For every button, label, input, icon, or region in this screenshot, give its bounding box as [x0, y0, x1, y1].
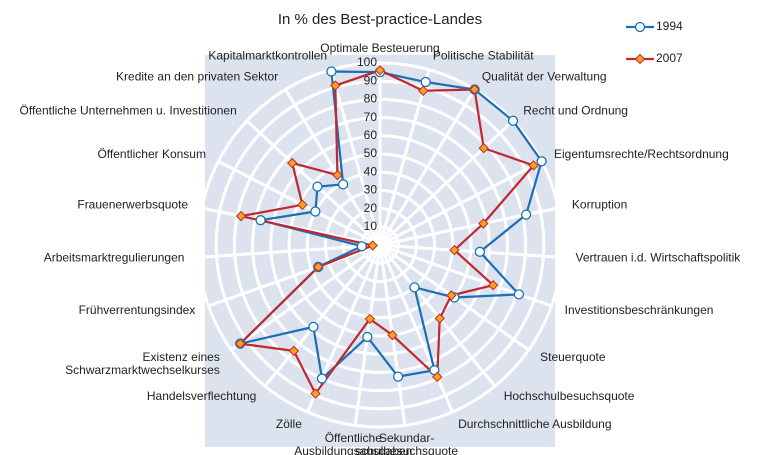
- category-label: Frühverrentungsindex: [79, 303, 196, 317]
- marker: [330, 80, 341, 91]
- spoke: [379, 243, 562, 259]
- marker: [310, 388, 321, 399]
- category-label: Qualität der Verwaltung: [482, 70, 607, 84]
- marker: [326, 66, 337, 77]
- marker: [469, 84, 480, 95]
- category-label: Handelsverflechtung: [147, 389, 256, 403]
- legend-marker: [634, 21, 646, 33]
- marker: [364, 313, 376, 325]
- marker: [356, 241, 367, 252]
- marker: [374, 65, 386, 76]
- legend-label: 1994: [656, 19, 683, 33]
- spoke: [284, 88, 382, 246]
- r-tick-label: 70: [364, 110, 378, 124]
- legend-marker: [634, 53, 646, 65]
- r-tick-label: 40: [364, 164, 378, 178]
- category-label: Frauenerwerbsquote: [77, 197, 188, 211]
- category-label: Durchschnittliche Ausbildung: [458, 417, 611, 431]
- category-label: Vertrauen i.d. Wirtschaftspolitik: [576, 251, 742, 265]
- r-tick-label: 30: [364, 183, 378, 197]
- marker: [313, 261, 324, 273]
- r-tick-label: 10: [364, 219, 378, 233]
- r-tick-label: 80: [364, 92, 378, 106]
- marker: [308, 321, 319, 333]
- legend-label: 2007: [656, 51, 683, 65]
- category-label: Arbeitsmarktregulierungen: [44, 251, 185, 265]
- marker: [487, 280, 499, 291]
- marker: [418, 85, 429, 96]
- category-label: Hochschulbesuchsquote: [504, 389, 635, 403]
- category-label: Öffentliche Unternehmen u. Investitionen: [20, 103, 237, 117]
- category-label: Kapitalmarktkontrollen: [208, 48, 327, 62]
- marker: [536, 156, 547, 167]
- marker: [528, 160, 539, 171]
- spoke: [378, 69, 431, 246]
- r-tick-label: 60: [364, 128, 378, 142]
- marker: [449, 244, 460, 256]
- marker: [474, 246, 486, 257]
- marker: [392, 371, 404, 382]
- marker: [520, 209, 532, 220]
- marker: [434, 313, 445, 324]
- category-label: Recht und Ordnung: [523, 103, 628, 117]
- marker: [337, 179, 349, 190]
- category-label: Öffentliche Ausbildungsausgaben: [294, 431, 412, 455]
- category-label: Sekundar-schulbesuchsquote: [355, 431, 458, 455]
- marker: [316, 373, 328, 384]
- marker: [507, 115, 519, 126]
- category-label: Steuerquote: [540, 350, 606, 364]
- category-label: Kredite an den privaten Sektor: [116, 70, 278, 84]
- marker: [287, 157, 298, 169]
- spoke: [245, 119, 382, 247]
- r-tick-label: 100: [357, 55, 377, 69]
- spoke: [378, 119, 515, 247]
- spoke: [378, 88, 476, 246]
- marker: [432, 371, 443, 383]
- spoke: [198, 243, 381, 259]
- series-line: [237, 69, 536, 396]
- marker: [332, 169, 343, 181]
- r-tick-label: 90: [364, 73, 378, 87]
- marker: [409, 282, 420, 293]
- chart-title: In % des Best-practice-Landes: [278, 11, 482, 28]
- r-tick-label: 20: [364, 201, 378, 215]
- category-label: Zölle: [276, 417, 302, 431]
- marker: [312, 181, 323, 192]
- spoke: [378, 244, 454, 413]
- category-label: Eigentumsrechte/Rechtsordnung: [554, 147, 729, 161]
- marker: [478, 142, 489, 154]
- marker: [288, 345, 300, 357]
- marker: [478, 218, 489, 229]
- spoke: [230, 243, 381, 352]
- marker: [255, 215, 266, 226]
- marker: [387, 329, 398, 341]
- category-label: Korruption: [572, 197, 627, 211]
- category-label: Optimale Besteuerung: [320, 41, 439, 55]
- category-label: Investitionsbeschränkungen: [565, 303, 714, 317]
- category-label: Politische Stabilität: [433, 48, 534, 62]
- spoke: [263, 244, 382, 388]
- marker: [235, 338, 246, 349]
- spoke: [208, 243, 381, 308]
- marker: [310, 206, 321, 217]
- marker: [513, 289, 525, 300]
- spoke: [329, 69, 382, 246]
- marker: [362, 331, 373, 343]
- r-tick-label: 50: [364, 146, 378, 160]
- spoke: [306, 244, 382, 413]
- marker: [367, 240, 378, 251]
- marker: [235, 210, 247, 222]
- category-label: Existenz eines Schwarzmarktwechselkurses: [65, 350, 220, 377]
- marker: [446, 290, 457, 301]
- marker: [297, 199, 308, 211]
- marker: [420, 76, 431, 88]
- category-label: Öffentlicher Konsum: [97, 147, 206, 161]
- spoke: [379, 159, 543, 247]
